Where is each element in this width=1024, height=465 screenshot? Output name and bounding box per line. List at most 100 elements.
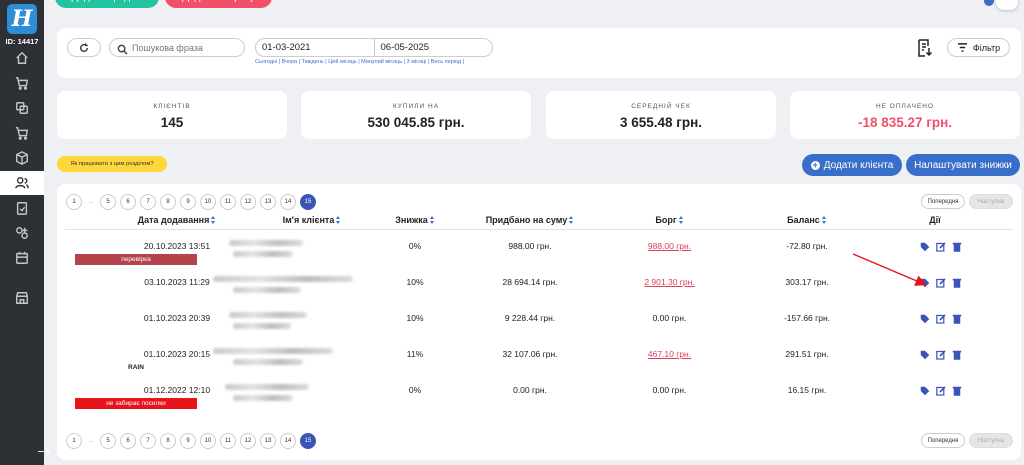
page-button[interactable]: 5: [100, 433, 116, 449]
filter-button[interactable]: Фільтр: [947, 38, 1010, 57]
page-button[interactable]: 13: [260, 433, 276, 449]
sort-icon[interactable]: [429, 216, 435, 224]
add-expense-button[interactable]: Додати витрату: [165, 0, 272, 8]
date-to-input[interactable]: 06-05-2025: [373, 39, 493, 56]
page-button[interactable]: 13: [260, 194, 276, 210]
prev-page-button[interactable]: Попередня: [921, 194, 965, 209]
tag-icon[interactable]: [920, 383, 930, 396]
page-button[interactable]: 11: [220, 194, 236, 210]
add-sale-button[interactable]: Додати продаж: [55, 0, 159, 8]
page-button[interactable]: 8: [160, 433, 176, 449]
page-button[interactable]: 1: [66, 194, 82, 210]
box-icon[interactable]: [0, 146, 44, 170]
cart-outline-icon[interactable]: [0, 121, 44, 145]
date-from-input[interactable]: 01-03-2021: [262, 42, 311, 53]
page-button[interactable]: 7: [140, 433, 156, 449]
page-button[interactable]: 10: [200, 433, 216, 449]
stat-unpaid: НЕ ОПЛАЧЕНО -18 835.27 грн.: [790, 91, 1020, 139]
page-button[interactable]: 11: [220, 433, 236, 449]
cell-debt[interactable]: 988.00 грн.: [647, 241, 692, 251]
client-name-redacted[interactable]: [233, 251, 293, 257]
page-button[interactable]: 10: [200, 194, 216, 210]
cell-debt[interactable]: 467.10 грн.: [647, 349, 692, 359]
client-name-redacted[interactable]: [213, 276, 353, 282]
tag-icon[interactable]: [920, 275, 930, 288]
page-button[interactable]: 7: [140, 194, 156, 210]
notification-icon[interactable]: [984, 0, 994, 6]
sort-icon[interactable]: [211, 216, 216, 224]
page-button[interactable]: 14: [280, 433, 296, 449]
column-header[interactable]: Придбано на суму: [455, 215, 605, 225]
clients-icon[interactable]: [0, 171, 44, 195]
client-name-redacted[interactable]: [233, 323, 291, 329]
clipboard-check-icon[interactable]: [0, 196, 44, 220]
column-header-label: Дата додавання: [137, 215, 210, 225]
page-button[interactable]: 14: [280, 194, 296, 210]
edit-icon[interactable]: [936, 347, 946, 360]
client-name-redacted[interactable]: [233, 359, 303, 365]
report-export-icon[interactable]: [917, 39, 935, 57]
page-button[interactable]: 12: [240, 194, 256, 210]
home-icon[interactable]: [0, 46, 44, 70]
client-name-redacted[interactable]: [213, 348, 333, 354]
column-header-label: Дії: [929, 215, 941, 225]
corner-panel[interactable]: [996, 0, 1018, 10]
add-client-button[interactable]: + Додати клієнта: [802, 154, 902, 176]
prev-page-button[interactable]: Попередня: [921, 433, 965, 448]
edit-icon[interactable]: [936, 275, 946, 288]
client-name-redacted[interactable]: [233, 287, 301, 293]
edit-icon[interactable]: [936, 383, 946, 396]
search-input[interactable]: [109, 38, 245, 57]
column-header[interactable]: Баланс: [752, 215, 862, 225]
trash-icon[interactable]: [952, 383, 962, 396]
circles-icon[interactable]: [0, 221, 44, 245]
page-button[interactable]: 15: [300, 194, 316, 210]
page-button[interactable]: 6: [120, 194, 136, 210]
next-page-button[interactable]: Наступна: [969, 194, 1013, 209]
cart-icon[interactable]: [0, 71, 44, 95]
trash-icon[interactable]: [952, 311, 962, 324]
cell-debt[interactable]: 2 901.30 грн.: [644, 277, 695, 287]
column-header[interactable]: Борг: [617, 215, 722, 225]
help-button[interactable]: Як працювати з цим розділом?: [57, 156, 167, 172]
trash-icon[interactable]: [952, 347, 962, 360]
client-name-redacted[interactable]: [225, 384, 309, 390]
client-name-redacted[interactable]: [233, 395, 293, 401]
sort-icon[interactable]: [678, 216, 684, 224]
copy-icon[interactable]: [0, 96, 44, 120]
page-button[interactable]: 15: [300, 433, 316, 449]
page-button[interactable]: 8: [160, 194, 176, 210]
store-icon[interactable]: [0, 286, 44, 310]
page-button[interactable]: 5: [100, 194, 116, 210]
next-page-button[interactable]: Наступна: [969, 433, 1013, 448]
app-logo[interactable]: H: [7, 4, 37, 34]
client-name-redacted[interactable]: [229, 312, 307, 318]
refresh-button[interactable]: [67, 38, 101, 57]
plus-icon: +: [810, 159, 820, 170]
column-header[interactable]: Знижка: [385, 215, 445, 225]
quick-date-ranges[interactable]: Сьогодні | Вчора | Тиждень | Цей місяць …: [255, 59, 465, 65]
sort-icon[interactable]: [569, 216, 574, 224]
edit-icon[interactable]: [936, 239, 946, 252]
sort-icon[interactable]: [336, 216, 341, 224]
sort-icon[interactable]: [821, 216, 827, 224]
tag-icon[interactable]: [920, 239, 930, 252]
tag-icon[interactable]: [920, 347, 930, 360]
calendar-icon[interactable]: [0, 246, 44, 270]
client-name-redacted[interactable]: [229, 240, 303, 246]
page-button[interactable]: 12: [240, 433, 256, 449]
page-button[interactable]: 9: [180, 194, 196, 210]
trash-icon[interactable]: [952, 275, 962, 288]
column-header[interactable]: Дата додавання: [87, 215, 267, 225]
setup-discounts-button[interactable]: Налаштувати знижки: [906, 154, 1020, 176]
page-button[interactable]: 1: [66, 433, 82, 449]
tag-icon[interactable]: [920, 311, 930, 324]
page-button[interactable]: 6: [120, 433, 136, 449]
trash-icon[interactable]: [952, 239, 962, 252]
pagination-top: 1... 5 6 7 8 9 10 11 12 13 14 15: [66, 194, 316, 210]
edit-icon[interactable]: [936, 311, 946, 324]
arrow-right-icon[interactable]: →: [34, 437, 54, 460]
column-header[interactable]: Ім'я клієнта: [217, 215, 407, 225]
page-button[interactable]: 9: [180, 433, 196, 449]
search-icon: [117, 42, 128, 55]
